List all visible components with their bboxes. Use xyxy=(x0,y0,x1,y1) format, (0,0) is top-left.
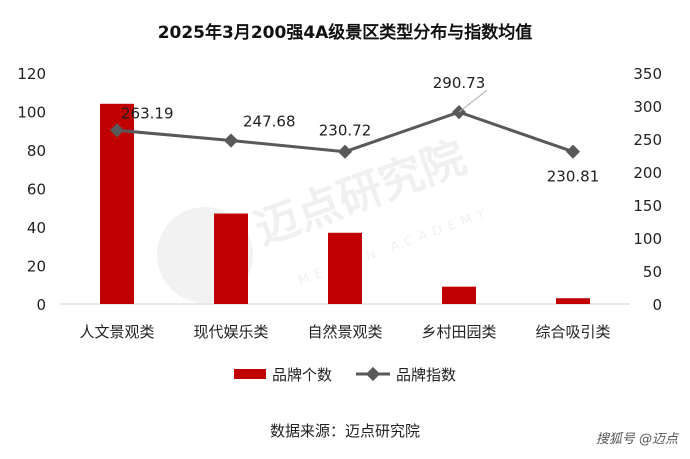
data-label: 230.72 xyxy=(319,122,372,140)
y-right-tick-label: 350 xyxy=(633,65,662,83)
y-right-tick-label: 300 xyxy=(633,98,662,116)
source-note: 数据来源：迈点研究院 xyxy=(269,422,420,440)
x-tick-label: 现代娱乐类 xyxy=(193,323,268,341)
x-tick-label: 自然景观类 xyxy=(307,323,382,341)
legend-bar-swatch xyxy=(234,369,266,379)
y-right-tick-label: 250 xyxy=(633,131,662,149)
y-right-tick-label: 0 xyxy=(652,296,662,314)
x-tick-label: 人文景观类 xyxy=(79,323,154,341)
line-point xyxy=(337,144,353,159)
y-left-tick-label: 100 xyxy=(17,104,46,122)
chart-title: 2025年3月200强4A级景区类型分布与指数均值 xyxy=(158,22,533,43)
legend-line-marker xyxy=(365,366,381,382)
line-point xyxy=(565,144,581,159)
legend: 品牌个数 品牌指数 xyxy=(234,366,456,384)
y-left-tick-label: 20 xyxy=(27,258,46,276)
y-right-tick-label: 50 xyxy=(643,263,662,281)
platform-credit: 搜狐号 @迈点 xyxy=(595,432,678,447)
bar xyxy=(556,298,590,304)
data-label: 290.73 xyxy=(433,74,486,92)
y-left-tick-label: 60 xyxy=(27,181,46,199)
y-right-tick-label: 200 xyxy=(633,164,662,182)
bar xyxy=(328,232,362,304)
data-label: 230.81 xyxy=(547,168,600,186)
legend-label: 品牌个数 xyxy=(272,366,332,384)
y-right-tick-label: 150 xyxy=(633,197,662,215)
data-label: 247.68 xyxy=(243,113,296,131)
bar xyxy=(214,213,248,304)
data-label-leader xyxy=(458,89,488,113)
line-point xyxy=(223,133,239,148)
y-right-tick-label: 100 xyxy=(633,230,662,248)
x-tick-label: 乡村田园类 xyxy=(421,323,496,341)
y-left-tick-label: 80 xyxy=(27,142,46,160)
y-left-tick-label: 0 xyxy=(36,296,46,314)
data-label: 263.19 xyxy=(121,104,174,122)
legend-label: 品牌指数 xyxy=(396,366,456,384)
y-left-tick-label: 120 xyxy=(17,65,46,83)
bar xyxy=(442,286,476,304)
y-left-tick-label: 40 xyxy=(27,219,46,237)
x-tick-label: 综合吸引类 xyxy=(535,323,610,341)
